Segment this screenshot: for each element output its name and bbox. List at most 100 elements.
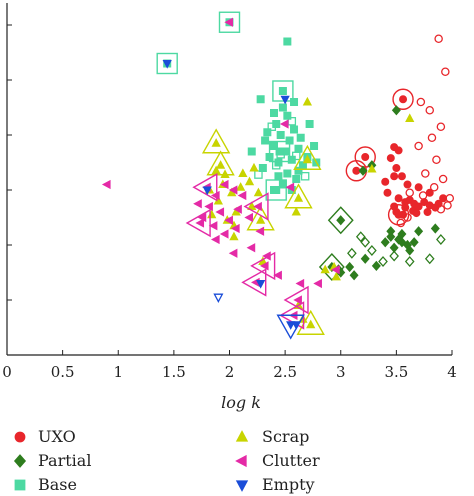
point-scrap-highlight-ring — [293, 144, 322, 170]
point-partial-hollow — [360, 236, 371, 248]
point-clutter-highlight-ring — [250, 251, 276, 281]
point-base — [247, 147, 256, 156]
point-uxo-highlight-ring — [392, 88, 414, 110]
point-uxo — [434, 199, 443, 208]
point-uxo — [383, 188, 392, 197]
point-base — [287, 155, 296, 164]
legend-item-clutter: Clutter — [235, 451, 320, 470]
point-clutter-highlighted — [195, 218, 205, 228]
point-clutter — [273, 270, 282, 280]
point-clutter — [215, 207, 225, 217]
point-uxo-hollow — [443, 201, 452, 210]
point-scrap-highlight-ring — [206, 150, 235, 176]
legend-item-uxo: UXO — [14, 427, 76, 446]
series-scrap — [201, 96, 415, 335]
x-tick-label: 1.5 — [162, 363, 186, 381]
series-empty — [162, 60, 305, 340]
legend-label: Empty — [262, 475, 315, 494]
point-uxo-hollow — [441, 67, 450, 77]
point-partial — [386, 231, 396, 242]
point-uxo-highlighted — [399, 95, 408, 104]
point-uxo-hollow — [436, 122, 446, 132]
legend-label: Partial — [38, 451, 91, 470]
point-base-highlighted — [272, 185, 281, 194]
point-base-highlighted — [278, 87, 287, 96]
point-partial — [360, 253, 370, 264]
point-empty — [280, 95, 290, 105]
point-clutter-highlighted — [253, 201, 262, 212]
point-scrap-highlighted — [293, 193, 304, 202]
point-base — [296, 133, 305, 142]
legend-marker-partial — [13, 454, 27, 468]
x-tick-label: 3 — [336, 363, 346, 381]
point-clutter — [237, 190, 247, 201]
point-partial-hollow — [436, 234, 446, 245]
point-uxo-hollow — [445, 193, 455, 203]
point-uxo — [394, 194, 403, 203]
point-uxo — [394, 146, 403, 155]
legend-label: Clutter — [262, 451, 320, 470]
point-clutter-highlight-ring — [192, 173, 218, 202]
point-base — [283, 169, 292, 178]
series-uxo — [345, 34, 455, 228]
point-base-highlight-ring — [265, 179, 287, 201]
point-clutter — [331, 265, 340, 275]
point-clutter — [285, 182, 295, 192]
point-uxo — [414, 183, 423, 192]
point-clutter — [246, 243, 256, 253]
point-clutter — [224, 215, 233, 225]
point-uxo-hollow — [434, 34, 443, 44]
point-base — [269, 141, 278, 150]
point-base — [305, 120, 314, 129]
point-base-hollow — [300, 171, 310, 181]
point-scrap-highlighted — [306, 319, 316, 329]
point-uxo — [381, 177, 390, 186]
point-scrap-highlighted — [215, 160, 226, 169]
point-partial-hollow — [389, 250, 399, 262]
point-scrap — [220, 169, 230, 179]
point-scrap — [320, 264, 330, 274]
point-base — [294, 166, 303, 175]
x-tick-label: 2 — [225, 363, 235, 381]
point-scrap — [331, 271, 341, 281]
point-scrap-highlighted — [302, 154, 313, 164]
point-partial-hollow — [367, 245, 377, 256]
point-empty — [256, 280, 266, 289]
x-axis-label: log k — [221, 393, 261, 412]
point-partial — [397, 228, 407, 240]
point-uxo — [425, 188, 434, 197]
legend: UXO Partial Base Scrap Clutter Empty — [13, 427, 320, 494]
point-partial — [391, 105, 401, 116]
point-base — [292, 174, 301, 183]
legend-label: Base — [38, 475, 77, 494]
point-uxo — [403, 180, 412, 189]
point-uxo — [390, 172, 399, 181]
legend-item-empty: Empty — [235, 475, 315, 494]
point-base — [263, 128, 272, 137]
point-clutter — [233, 204, 242, 214]
point-base — [261, 136, 270, 145]
point-base-highlight-ring — [156, 52, 178, 75]
legend-marker-base — [14, 479, 26, 491]
series-base — [156, 11, 321, 201]
legend-item-scrap: Scrap — [235, 427, 309, 446]
point-clutter — [244, 212, 253, 223]
point-base — [310, 141, 319, 150]
point-scrap — [238, 168, 248, 177]
point-partial-hollow — [404, 256, 415, 267]
point-scrap — [229, 231, 239, 241]
point-scrap — [302, 96, 313, 106]
point-empty-hollow — [213, 293, 224, 303]
point-base — [274, 158, 283, 167]
point-partial-hollow — [355, 231, 366, 243]
x-tick-label: 0 — [2, 363, 12, 381]
point-empty — [162, 60, 172, 69]
legend-marker-uxo — [14, 431, 26, 443]
point-scrap — [244, 176, 255, 186]
point-empty — [202, 186, 212, 196]
point-scrap-highlighted — [256, 215, 266, 224]
point-partial — [386, 226, 396, 237]
point-uxo-hollow — [405, 188, 414, 197]
point-base-hollow — [254, 170, 263, 179]
